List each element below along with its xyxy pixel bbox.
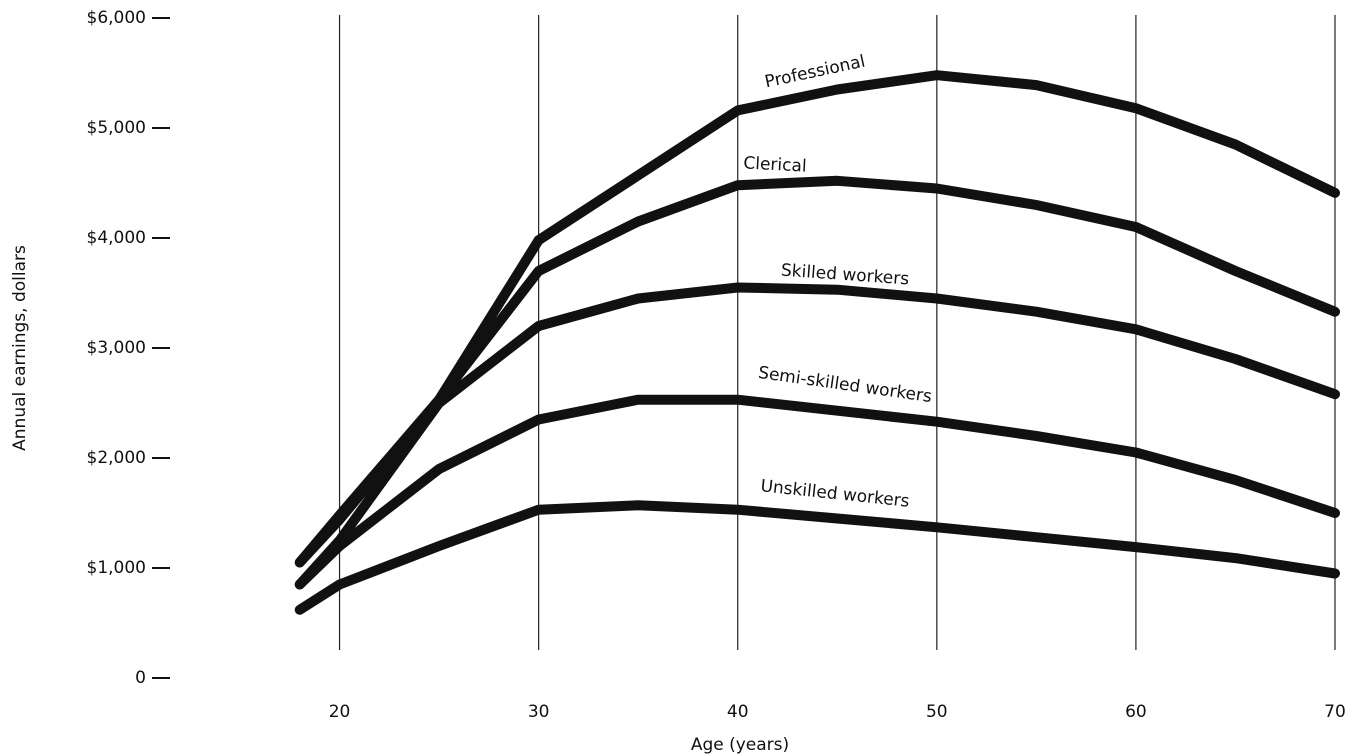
x-tick-label: 60 xyxy=(1125,702,1147,722)
y-tick-label: $5,000 xyxy=(87,118,146,138)
x-tick-label: 70 xyxy=(1324,702,1346,722)
x-tick-label: 20 xyxy=(329,702,351,722)
y-tick-label: $6,000 xyxy=(87,8,146,28)
x-tick-label: 50 xyxy=(926,702,948,722)
y-axis-title: Annual earnings, dollars xyxy=(10,245,30,451)
y-tick-label: $3,000 xyxy=(87,338,146,358)
x-axis-title: Age (years) xyxy=(691,735,789,755)
x-tick-label: 30 xyxy=(528,702,550,722)
series-label: Clerical xyxy=(743,153,807,176)
y-tick-label: 0 xyxy=(135,668,146,688)
y-tick-label: $1,000 xyxy=(87,558,146,578)
y-tick-label: $2,000 xyxy=(87,448,146,468)
series-label: Unskilled workers xyxy=(760,476,911,512)
x-tick-label: 40 xyxy=(727,702,749,722)
series-line xyxy=(300,505,1335,610)
y-tick-label: $4,000 xyxy=(87,228,146,248)
chart: Age (years) Annual earnings, dollars 0 $1… xyxy=(0,0,1359,756)
